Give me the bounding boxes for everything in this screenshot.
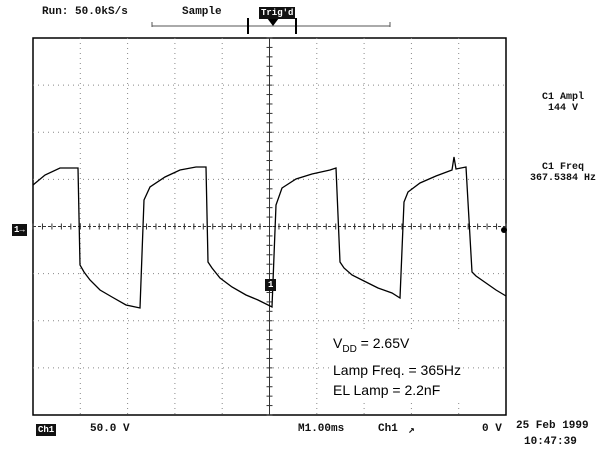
measurement-amplitude-value: 144 V bbox=[547, 103, 578, 114]
trigger-source: Ch1 bbox=[378, 423, 398, 435]
lamp-frequency-line: Lamp Freq. = 365Hz bbox=[333, 361, 462, 378]
trigger-status-badge: Trig'd bbox=[259, 7, 296, 19]
trigger-level: 0 V bbox=[482, 423, 502, 435]
measurement-amplitude: C1 Ampl 144 V bbox=[528, 92, 598, 114]
measurement-amplitude-label: C1 Ampl bbox=[541, 92, 584, 103]
measurement-frequency: C1 Freq 367.5384 Hz bbox=[520, 162, 606, 184]
ch1-position-marker[interactable]: 1→ bbox=[12, 224, 27, 236]
record-bracket bbox=[151, 18, 391, 34]
time: 10:47:39 bbox=[524, 436, 577, 448]
volts-per-div: 50.0 V bbox=[90, 423, 130, 435]
graticule-grid bbox=[32, 37, 507, 416]
vdd-line: VDD = 2.65V bbox=[333, 335, 410, 355]
measurement-frequency-label: C1 Freq bbox=[541, 162, 584, 173]
date: 25 Feb 1999 bbox=[516, 420, 589, 432]
measurement-frequency-value: 367.5384 Hz bbox=[529, 173, 596, 184]
right-reference-dot bbox=[501, 227, 507, 233]
el-lamp-line: EL Lamp = 2.2nF bbox=[333, 381, 441, 398]
acquisition-mode: Sample bbox=[182, 6, 222, 18]
trigger-position-marker bbox=[267, 18, 279, 26]
ch1-badge[interactable]: Ch1 bbox=[36, 424, 57, 436]
waveform-trace bbox=[32, 156, 507, 309]
run-status: Run: 50.0kS/s bbox=[42, 6, 128, 18]
test-conditions-annotation: VDD = 2.65V Lamp Freq. = 365Hz EL Lamp =… bbox=[333, 333, 462, 400]
ch1-ground-marker[interactable]: 1 bbox=[265, 279, 277, 291]
trigger-slope-icon: ↗ bbox=[408, 425, 415, 437]
timebase: M1.00ms bbox=[298, 423, 345, 435]
